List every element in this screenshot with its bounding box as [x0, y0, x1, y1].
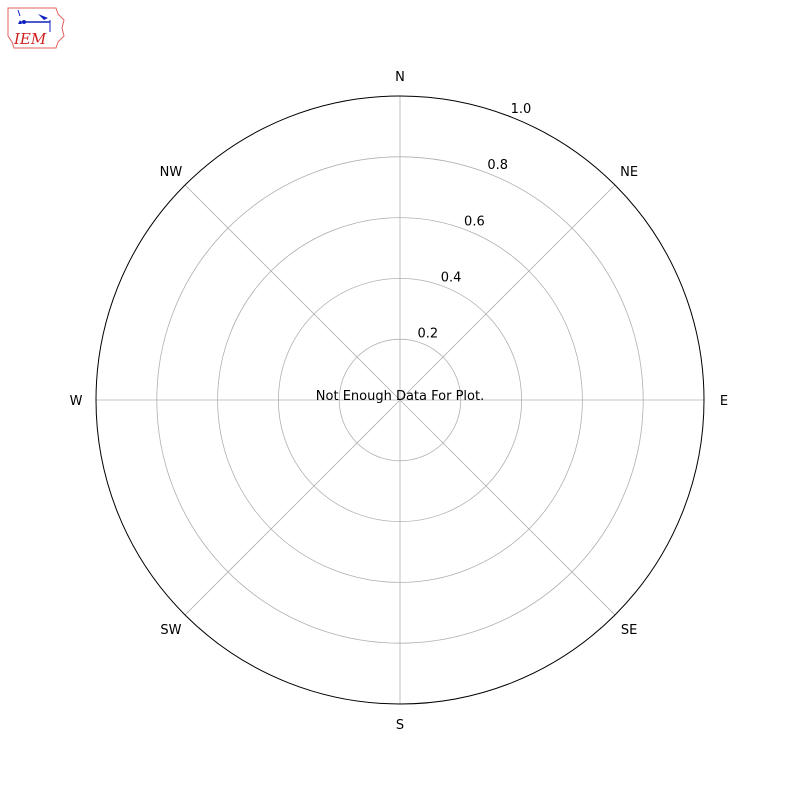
iowa-outline — [7, 7, 65, 49]
theta-label: E — [720, 394, 728, 409]
r-tick-label: 0.4 — [441, 271, 462, 286]
r-tick-label: 0.8 — [487, 158, 508, 173]
r-gridline — [217, 217, 583, 583]
theta-gridline — [184, 399, 401, 616]
theta-label: NW — [160, 165, 183, 180]
r-gridline — [156, 156, 644, 644]
r-tick-label: 0.2 — [418, 327, 439, 342]
r-tick-label: 0.6 — [464, 214, 485, 229]
polar-frame — [95, 95, 705, 705]
theta-gridline — [399, 399, 616, 616]
theta-gridline — [399, 184, 616, 401]
logo-text: IEM — [13, 30, 47, 48]
weather-symbol — [38, 14, 48, 20]
theta-label: SW — [160, 623, 181, 638]
theta-label: W — [70, 394, 83, 409]
r-gridline — [277, 277, 522, 522]
theta-gridline — [184, 184, 401, 401]
no-data-message: Not Enough Data For Plot. — [316, 389, 484, 404]
iem-logo: IEM — [7, 7, 65, 49]
theta-label: S — [396, 718, 404, 733]
r-tick-label: 1.0 — [511, 102, 532, 117]
weather-symbol — [22, 20, 26, 24]
r-gridline — [338, 338, 462, 462]
theta-label: N — [395, 70, 405, 85]
weather-symbol — [18, 20, 22, 24]
theta-label: NE — [620, 165, 638, 180]
weather-symbol — [17, 9, 21, 17]
theta-label: SE — [621, 623, 637, 638]
